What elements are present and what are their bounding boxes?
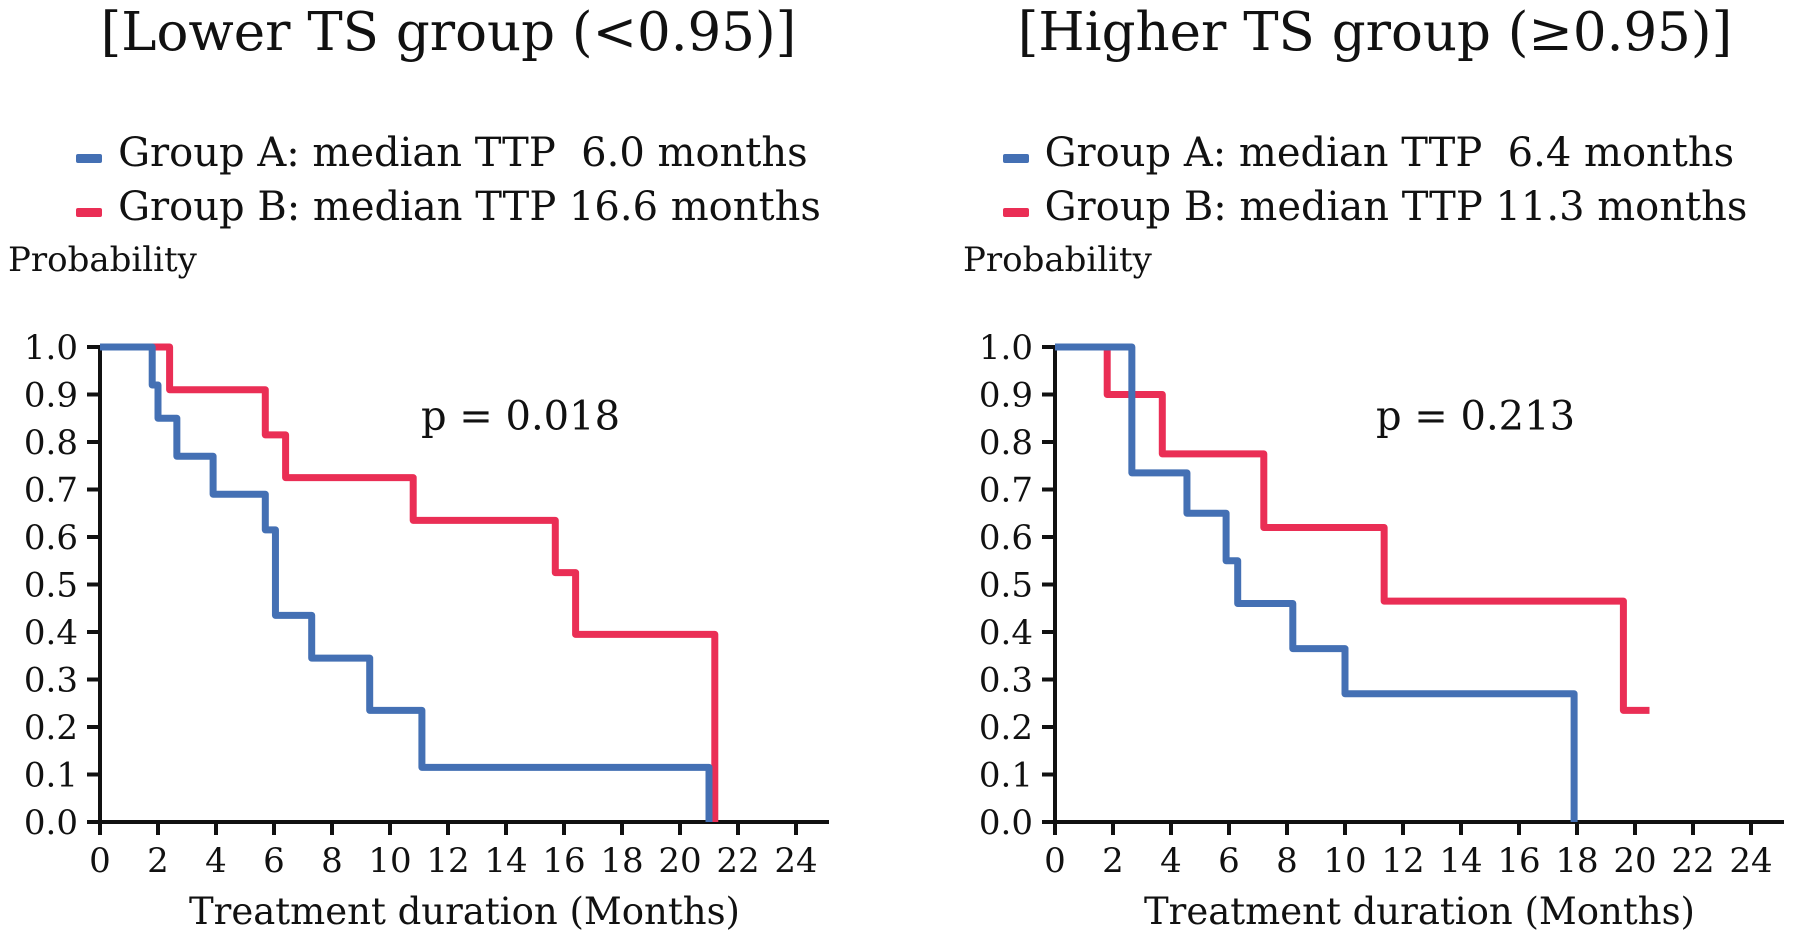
legend-row-group-b: Group B: median TTP 11.3 months: [1002, 184, 1748, 238]
y-tick-label: 0.0: [24, 803, 78, 843]
y-tick-label: 0.9: [24, 376, 78, 416]
x-tick-label: 10: [1323, 841, 1366, 881]
x-tick-label: 24: [1729, 841, 1772, 881]
y-tick-label: 0.5: [979, 566, 1033, 606]
x-axis-title: Treatment duration (Months): [1144, 890, 1695, 933]
panel-lower-ts-group: [Lower TS group (<0.95)] Group A: median…: [0, 0, 897, 934]
y-tick-label: 0.4: [979, 613, 1033, 653]
y-tick-label: 0.8: [979, 423, 1033, 463]
x-axis-title: Treatment duration (Months): [189, 890, 740, 933]
group-a-legend-label: Group A: median TTP 6.4 months: [1044, 130, 1735, 176]
legend-row-group-a: Group A: median TTP 6.0 months: [76, 130, 821, 184]
panel-higher-ts-group: [Higher TS group (≥0.95)] Group A: media…: [955, 0, 1795, 934]
x-tick-label: 14: [484, 841, 527, 881]
group-b-survival-curve: [100, 343, 719, 822]
x-tick-label: 22: [716, 841, 759, 881]
y-tick-label: 0.3: [24, 661, 78, 701]
y-axis-title: Probability: [8, 240, 197, 280]
x-tick-label: 2: [1102, 841, 1124, 881]
x-tick-label: 12: [426, 841, 469, 881]
x-tick-label: 6: [1218, 841, 1240, 881]
y-tick-label: 0.2: [24, 708, 78, 748]
y-tick-label: 1.0: [979, 328, 1033, 368]
x-tick-label: 16: [1497, 841, 1540, 881]
y-tick-label: 1.0: [24, 328, 78, 368]
p-value-label: p = 0.018: [421, 394, 620, 440]
y-tick-label: 0.1: [24, 756, 78, 796]
x-tick-label: 18: [1555, 841, 1598, 881]
y-tick-label: 0.7: [979, 471, 1033, 511]
group-a-survival-curve: [100, 343, 713, 822]
x-tick-label: 20: [658, 841, 701, 881]
group-a-legend-dash: [1002, 154, 1029, 163]
panel-title-higher-ts: [Higher TS group (≥0.95)]: [1017, 2, 1733, 63]
y-tick-label: 0.1: [979, 756, 1033, 796]
y-tick-label: 0.3: [979, 661, 1033, 701]
x-tick-label: 4: [205, 841, 227, 881]
panel-title-lower-ts: [Lower TS group (<0.95)]: [100, 2, 797, 63]
x-tick-label: 6: [263, 841, 285, 881]
x-tick-label: 0: [89, 841, 111, 881]
x-tick-label: 2: [147, 841, 169, 881]
x-tick-label: 24: [774, 841, 817, 881]
x-tick-label: 10: [368, 841, 411, 881]
group-b-legend-dash: [76, 208, 103, 217]
x-tick-label: 4: [1160, 841, 1182, 881]
group-a-survival-curve: [1055, 343, 1578, 822]
y-tick-label: 0.6: [979, 518, 1033, 558]
legend-higher-ts: Group A: median TTP 6.4 months Group B: …: [955, 130, 1795, 238]
legend-lower-ts: Group A: median TTP 6.0 months Group B: …: [0, 130, 897, 238]
group-b-legend-label: Group B: median TTP 16.6 months: [118, 184, 821, 230]
km-chart-higher-ts: 0.00.10.20.30.40.50.60.70.80.91.00 2 4 6 8 10…: [979, 328, 1784, 933]
x-tick-label: 8: [321, 841, 343, 881]
x-tick-label: 20: [1613, 841, 1656, 881]
y-axis-title: Probability: [963, 240, 1152, 280]
x-tick-label: 14: [1439, 841, 1482, 881]
y-tick-label: 0.5: [24, 566, 78, 606]
y-tick-label: 0.2: [979, 708, 1033, 748]
y-tick-label: 0.8: [24, 423, 78, 463]
x-tick-label: 16: [542, 841, 585, 881]
legend-row-group-a: Group A: median TTP 6.4 months: [1002, 130, 1748, 184]
x-tick-label: 8: [1276, 841, 1298, 881]
group-b-legend-dash: [1002, 208, 1029, 217]
y-tick-label: 0.9: [979, 376, 1033, 416]
y-tick-label: 0.4: [24, 613, 78, 653]
km-chart-lower-ts: 0.00.10.20.30.40.50.60.70.80.91.00 2 4 6 8 10…: [24, 328, 829, 933]
group-b-survival-curve: [1055, 343, 1650, 714]
group-a-legend-label: Group A: median TTP 6.0 months: [118, 130, 808, 176]
x-tick-label: 22: [1671, 841, 1714, 881]
p-value-label: p = 0.213: [1376, 394, 1575, 440]
x-tick-label: 0: [1044, 841, 1066, 881]
y-tick-label: 0.0: [979, 803, 1033, 843]
x-tick-label: 18: [600, 841, 643, 881]
x-tick-label: 12: [1381, 841, 1424, 881]
y-tick-label: 0.6: [24, 518, 78, 558]
group-b-legend-label: Group B: median TTP 11.3 months: [1044, 184, 1748, 230]
group-a-legend-dash: [76, 154, 103, 163]
legend-row-group-b: Group B: median TTP 16.6 months: [76, 184, 821, 238]
y-tick-label: 0.7: [24, 471, 78, 511]
